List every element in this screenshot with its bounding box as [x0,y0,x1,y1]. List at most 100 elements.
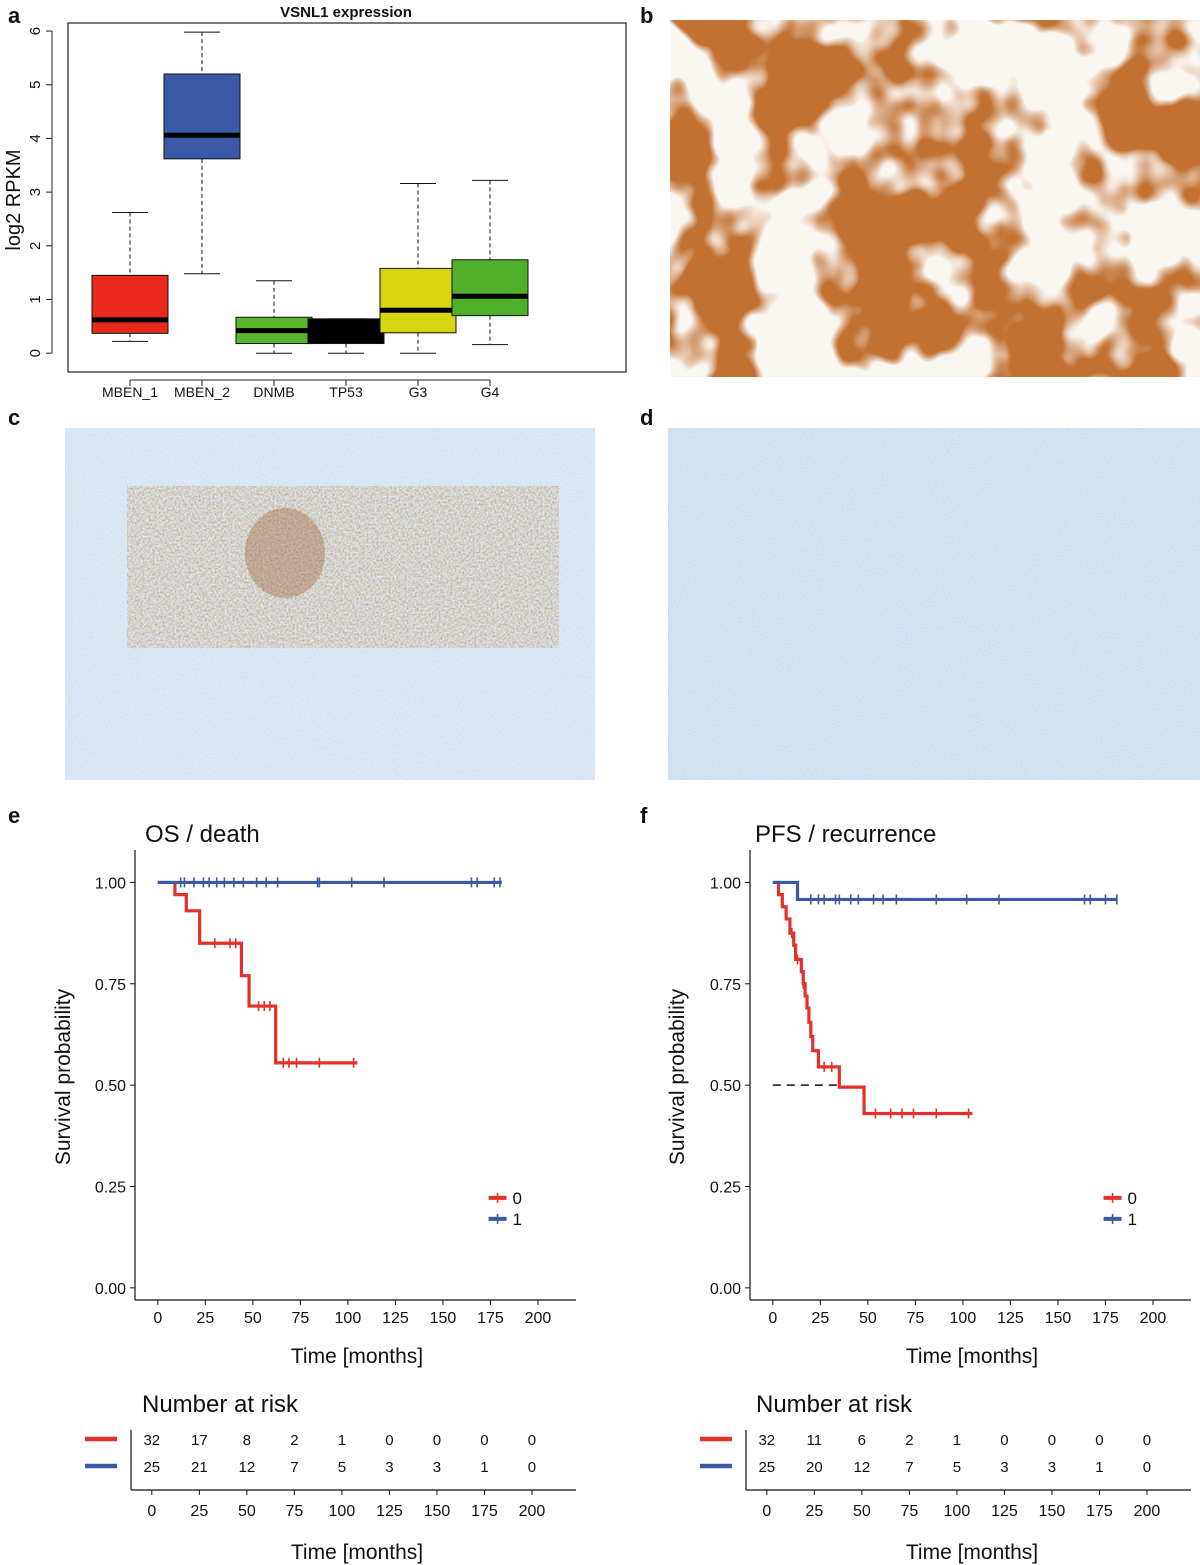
panel-label-f: f [640,803,648,828]
y-axis-label: Survival probability [52,988,75,1165]
risk-count: 1 [338,1432,346,1449]
y-axis-label: Survival probability [666,988,689,1165]
y-tick-label: 6 [27,27,44,35]
risk-x-tick-label: 150 [1039,1503,1066,1520]
risk-count: 0 [1000,1432,1008,1449]
risk-count: 0 [1143,1432,1151,1449]
risk-count: 32 [143,1432,160,1449]
y-axis: 0 1 2 3 4 5 6 [27,27,53,357]
risk-count: 0 [1048,1432,1056,1449]
risk-count: 25 [758,1459,775,1476]
y-tick-label: 5 [27,81,44,89]
risk-count: 3 [1048,1459,1056,1476]
panel-label-d: d [640,405,654,430]
ihc-image-negative [668,428,1200,780]
risk-count: 0 [528,1459,536,1476]
y-tick-label: 0.75 [95,977,126,994]
y-tick-label: 0.50 [710,1078,741,1095]
x-tick-label: 125 [997,1310,1024,1327]
risk-count: 1 [480,1459,488,1476]
risk-count: 5 [338,1459,346,1476]
x-tick-label: 125 [382,1310,409,1327]
box-iqr [163,73,241,160]
y-tick-label: 1 [27,295,44,303]
y-tick-label: 0.25 [95,1179,126,1196]
risk-table: 32 17 8 2 1 0 0 0 025 21 12 7 5 3 3 1 00 25 50 75 100 125 150 1… [85,1430,576,1520]
y-tick-label: 2 [27,242,44,250]
series-0 [772,880,973,1119]
plot-frame [67,22,627,373]
box-iqr [451,259,529,317]
risk-x-tick-label: 200 [1134,1503,1161,1520]
panel-label-e: e [8,803,21,828]
risk-count: 8 [243,1432,251,1449]
legend: 01 [1103,1189,1137,1229]
x-tick-label: G3 [409,384,428,400]
risk-x-tick-label: 100 [944,1503,971,1520]
y-tick-label: 4 [27,134,44,142]
risk-count: 3 [385,1459,393,1476]
chart-title: PFS / recurrence [755,821,936,848]
risk-count: 0 [1095,1432,1103,1449]
x-tick-label: 75 [291,1310,309,1327]
x-tick-label: DNMB [253,384,294,400]
risk-count: 20 [806,1459,823,1476]
box-g4 [451,179,529,346]
y-tick-label: 3 [27,188,44,196]
risk-x-tick-label: 75 [285,1503,303,1520]
x-tick-label: 100 [335,1310,362,1327]
box-series [91,31,529,354]
risk-count: 32 [758,1432,775,1449]
risk-count: 7 [905,1459,913,1476]
survival-curves [157,877,502,1068]
risk-count: 0 [433,1432,441,1449]
risk-count: 2 [905,1432,913,1449]
km-chart-pfs: PFS / recurrence Survival probability Ti… [666,821,1191,1564]
box-mben_1 [91,212,169,342]
survival-curves [772,880,1118,1119]
risk-count: 7 [290,1459,298,1476]
y-tick-label: 0 [27,349,44,357]
legend: 01 [488,1189,522,1229]
y-tick-label: 0.00 [710,1281,741,1298]
x-axis: MBEN_1 MBEN_2 DNMB TP53 G3 G4 [102,379,500,400]
legend-label-0: 0 [1128,1189,1137,1208]
x-tick-label: 175 [1092,1310,1119,1327]
box-mben_2 [163,31,241,275]
box-iqr [379,267,457,334]
risk-count: 1 [1095,1459,1103,1476]
legend-label-0: 0 [513,1189,522,1208]
risk-count: 25 [143,1459,160,1476]
boxplot-chart: VSNL1 expression log2 RPKM 0 1 2 3 4 5 6 MBEN_… [3,4,627,400]
panel-label-b: b [640,3,654,28]
x-tick-label: TP53 [329,384,363,400]
x-tick-label: 150 [1045,1310,1072,1327]
chart-title: VSNL1 expression [280,4,412,21]
y-tick-label: 0.00 [95,1281,126,1298]
ihc-image-strong-staining [670,20,1200,377]
risk-x-tick-label: 25 [805,1503,823,1520]
x-tick-label: 200 [1140,1310,1167,1327]
risk-x-tick-label: 200 [519,1503,546,1520]
panel-label-c: c [8,405,21,430]
legend-label-1: 1 [1128,1210,1137,1229]
risk-count: 11 [807,1432,823,1449]
risk-count: 0 [1143,1459,1151,1476]
legend-label-1: 1 [513,1210,522,1229]
risk-x-tick-label: 175 [1086,1503,1113,1520]
risk-x-tick-label: 100 [329,1503,356,1520]
survival-curve [772,880,973,1116]
risk-count: 12 [239,1459,256,1476]
y-axis-label: log2 RPKM [3,149,25,250]
panel-label-a: a [8,3,21,28]
risk-count: 0 [385,1432,393,1449]
x-tick-label: 0 [153,1310,162,1327]
chart-title: OS / death [145,821,260,848]
box-dnmb [235,280,313,354]
survival-curve [772,880,1117,902]
risk-count: 5 [953,1459,961,1476]
x-tick-label: 150 [430,1310,457,1327]
x-axis-label: Time [months] [906,1345,1038,1368]
risk-x-axis-label: Time [months] [291,1541,423,1564]
risk-count: 3 [1000,1459,1008,1476]
